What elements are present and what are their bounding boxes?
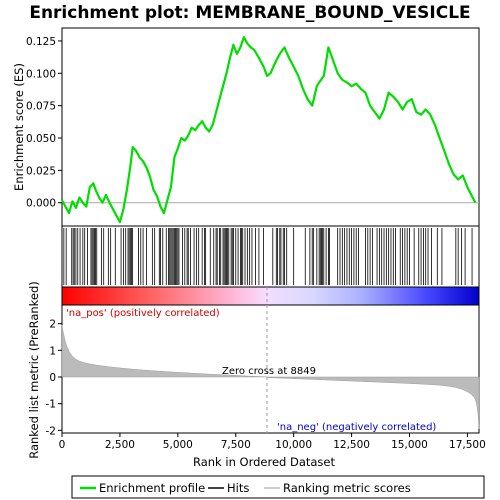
es-y-axis-label: Enrichment score (ES) <box>12 63 26 191</box>
x-tick-label: 10,000 <box>275 439 312 451</box>
es-panel <box>61 27 480 227</box>
x-axis-label: Rank in Ordered Dataset <box>193 455 336 469</box>
metric-y-axis-label: Ranked list metric (PreRanked) <box>27 281 41 459</box>
es-y-tick-label: 0.000 <box>26 198 56 210</box>
es-y-ticks: 0.000 0.025 0.050 0.075 0.100 0.125 <box>26 36 62 210</box>
x-tick-label: 15,000 <box>391 439 428 451</box>
rank-color-band <box>61 286 480 306</box>
legend-hits-label: Hits <box>227 481 249 495</box>
x-tick-label: 7,500 <box>221 439 251 451</box>
es-y-tick-label: 0.050 <box>26 133 56 145</box>
zero-cross-annotation: Zero cross at 8849 <box>222 366 316 377</box>
x-tick-label: 2,500 <box>105 439 135 451</box>
metric-y-ticks: -2 -1 0 1 2 <box>46 319 62 437</box>
x-tick-label: 0 <box>59 439 66 451</box>
legend-enrichment-label: Enrichment profile <box>99 481 205 495</box>
legend-metric-label: Ranking metric scores <box>283 481 411 495</box>
metric-y-tick-label: -1 <box>46 399 56 411</box>
legend-box <box>71 475 485 499</box>
hits-panel <box>61 225 480 288</box>
x-tick-label: 17,500 <box>449 439 486 451</box>
es-y-tick-label: 0.100 <box>26 68 56 80</box>
metric-y-tick-label: 2 <box>49 319 56 331</box>
ranking-metric-area <box>61 324 480 430</box>
x-tick-label: 12,500 <box>333 439 370 451</box>
metric-y-tick-label: 0 <box>49 372 56 384</box>
enrichment-profile-line <box>61 36 477 224</box>
chart-title: Enrichment plot: MEMBRANE_BOUND_VESICLE <box>29 3 470 23</box>
x-tick-label: 5,000 <box>163 439 193 451</box>
metric-y-tick-label: 1 <box>49 345 56 357</box>
metric-y-tick-label: -2 <box>46 425 56 437</box>
es-y-tick-label: 0.075 <box>26 101 56 113</box>
pos-annotation: 'na_pos' (positively correlated) <box>66 308 220 319</box>
es-y-tick-label: 0.125 <box>26 36 56 48</box>
neg-annotation: 'na_neg' (negatively correlated) <box>277 422 436 433</box>
es-y-tick-label: 0.025 <box>26 165 56 177</box>
x-ticks: 0 2,500 5,000 7,500 10,000 12,500 15,000 17,500 <box>59 433 486 451</box>
hit-marks <box>63 228 473 285</box>
